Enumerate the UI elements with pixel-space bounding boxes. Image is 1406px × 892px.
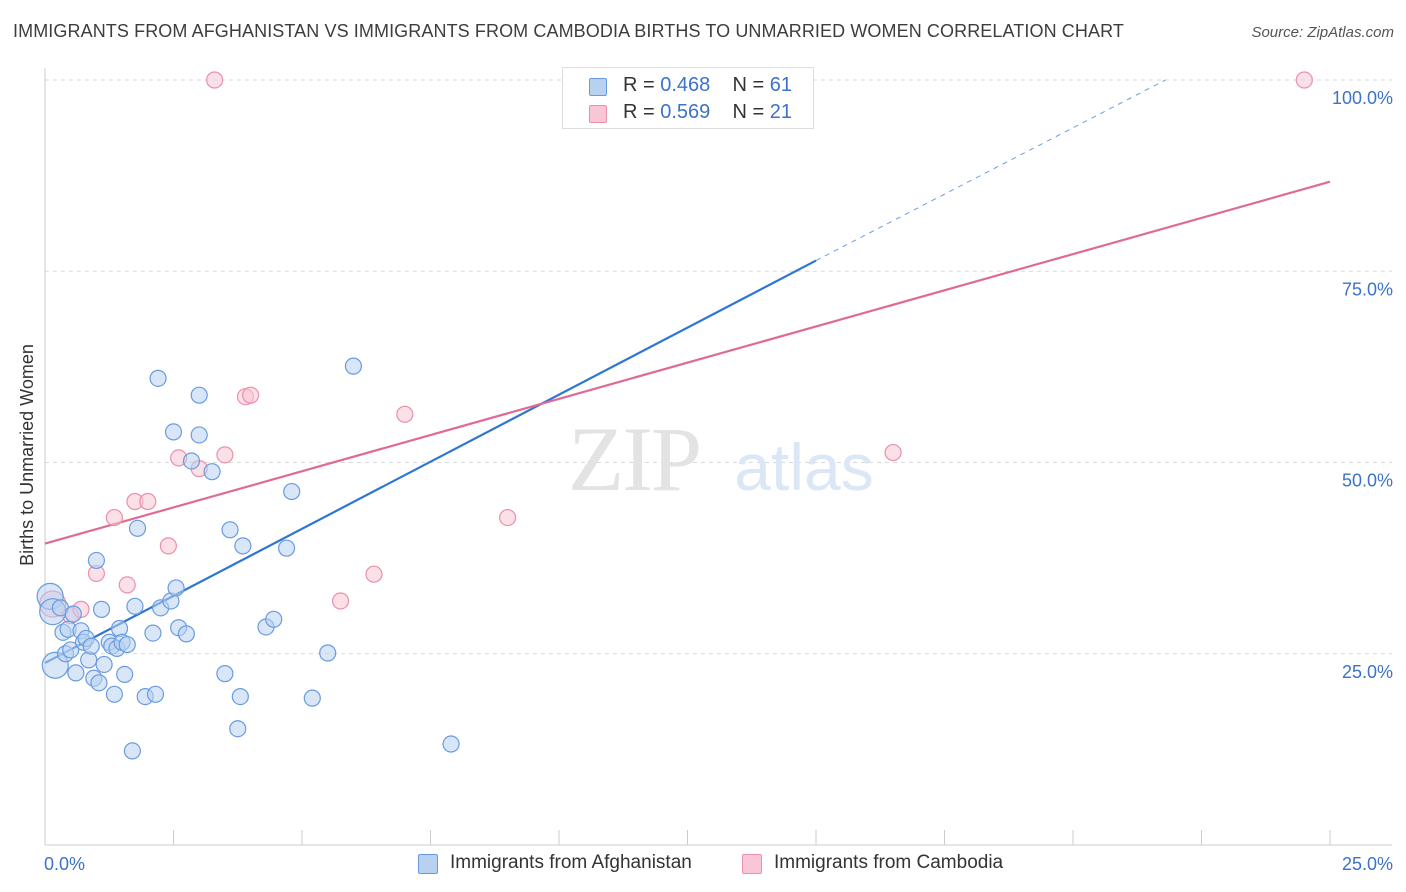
point-afghanistan (277, 539, 296, 557)
point-afghanistan (146, 685, 165, 703)
bottom-legend-swatch-afghanistan (418, 854, 438, 874)
legend-n-value: 21 (769, 101, 793, 123)
point-afghanistan (283, 482, 301, 501)
point-cambodia (118, 576, 136, 594)
point-afghanistan (182, 452, 201, 470)
point-cambodia (159, 537, 177, 555)
legend: R = 0.468 N = 61 R = 0.569 N = 21 (562, 67, 814, 129)
point-cambodia (105, 508, 123, 527)
point-afghanistan (105, 685, 123, 703)
chart-title: IMMIGRANTS FROM AFGHANISTAN VS IMMIGRANT… (13, 21, 1124, 41)
legend-r-label: R = (623, 74, 661, 96)
point-afghanistan (203, 463, 221, 481)
point-afghanistan (144, 624, 162, 642)
point-afghanistan (95, 655, 113, 674)
y-axis-label: Births to Unmarried Women (17, 344, 37, 566)
y-tick-label: 50.0% (1342, 471, 1393, 491)
point-afghanistan (216, 665, 234, 683)
point-afghanistan (64, 605, 82, 623)
point-afghanistan (116, 665, 134, 684)
y-tick-label: 25.0% (1342, 662, 1393, 682)
point-afghanistan (190, 426, 208, 444)
trend-layer (44, 79, 1331, 664)
point-afghanistan (92, 600, 111, 618)
point-afghanistan (177, 625, 195, 643)
watermark: ZIP atlas (568, 408, 874, 510)
trendline-cambodia (44, 180, 1331, 545)
point-afghanistan (319, 644, 337, 662)
point-afghanistan (229, 720, 247, 738)
x-tick-label: 25.0% (1342, 854, 1393, 874)
watermark-zip: ZIP (568, 408, 700, 510)
point-afghanistan (344, 357, 362, 375)
point-afghanistan (118, 635, 136, 654)
legend-r-value: 0.468 (660, 74, 711, 96)
point-afghanistan (87, 551, 106, 570)
bottom-legend-swatch-cambodia (742, 854, 762, 874)
legend-swatch-afghanistan (589, 78, 607, 96)
tick-label-layer: 25.0% 50.0% 75.0% 100.0% 0.0% 25.0% (44, 88, 1393, 874)
point-cambodia (242, 386, 260, 404)
point-afghanistan (82, 637, 100, 655)
point-afghanistan (167, 579, 185, 597)
point-cambodia (331, 592, 350, 610)
point-cambodia (1295, 71, 1313, 89)
legend-n-label: N = (732, 101, 770, 123)
point-afghanistan (190, 386, 208, 404)
legend-n-label: N = (732, 74, 770, 96)
point-cambodia (884, 443, 902, 462)
point-afghanistan (442, 735, 460, 753)
point-afghanistan (265, 610, 283, 628)
point-afghanistan (128, 519, 147, 537)
watermark-atlas: atlas (734, 430, 873, 504)
bottom-legend-label-afghanistan: Immigrants from Afghanistan (450, 852, 692, 873)
legend-r-value: 0.569 (660, 101, 711, 123)
legend-n-value: 61 (769, 74, 793, 96)
legend-r-label: R = (623, 101, 661, 123)
point-afghanistan (234, 537, 252, 555)
point-afghanistan (149, 369, 167, 387)
points-layer (36, 71, 1313, 760)
point-afghanistan (90, 674, 108, 692)
x-tick-label: 0.0% (44, 854, 85, 874)
point-afghanistan (221, 521, 239, 539)
point-afghanistan (303, 689, 321, 707)
point-cambodia (206, 71, 224, 89)
point-cambodia (499, 508, 517, 527)
trendline-afghanistan-extension (815, 79, 1166, 261)
point-afghanistan (126, 597, 144, 615)
y-tick-label: 100.0% (1332, 88, 1393, 108)
point-afghanistan (123, 742, 141, 760)
axis-layer (44, 68, 1392, 846)
point-cambodia (365, 565, 383, 583)
point-afghanistan (164, 423, 183, 441)
point-cambodia (396, 405, 414, 423)
y-tick-label: 75.0% (1342, 279, 1393, 299)
point-cambodia (139, 492, 157, 511)
point-cambodia (216, 446, 234, 464)
point-afghanistan (67, 664, 85, 682)
legend-swatch-cambodia (589, 105, 607, 123)
grid-layer (45, 79, 1392, 655)
point-afghanistan (231, 687, 249, 706)
bottom-legend-label-cambodia: Immigrants from Cambodia (774, 852, 1004, 873)
point-afghanistan (62, 641, 80, 659)
source-label: Source: ZipAtlas.com (1251, 24, 1394, 41)
